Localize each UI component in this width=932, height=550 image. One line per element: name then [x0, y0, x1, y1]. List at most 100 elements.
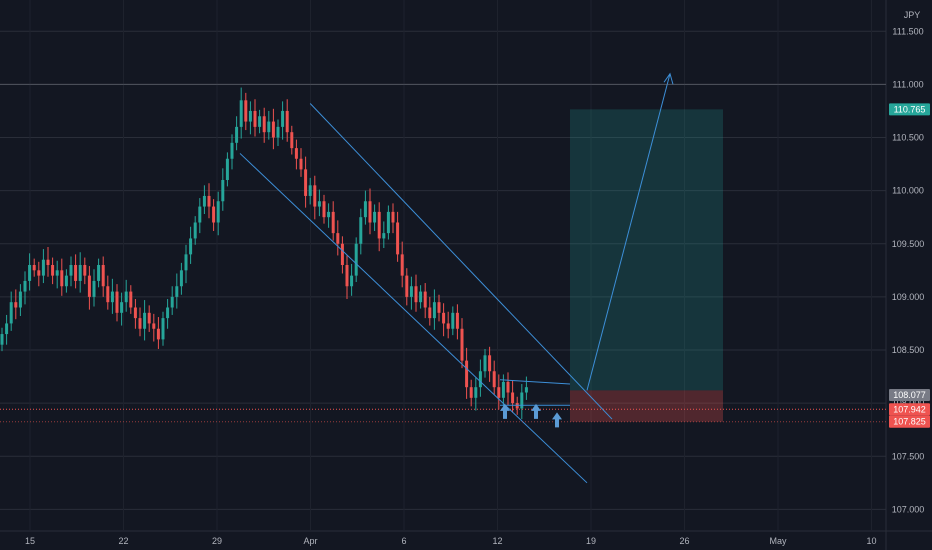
candle-body: [0, 334, 4, 345]
candle-body: [317, 201, 321, 207]
annotations: [0, 72, 886, 484]
breakout-arrow-head: [663, 72, 674, 85]
candle-body: [156, 328, 160, 340]
candle-body: [184, 254, 188, 271]
y-tick-label: 111.500: [892, 26, 923, 36]
candle-body: [363, 201, 367, 218]
candle-body: [235, 126, 239, 143]
candle-body: [488, 355, 492, 372]
candle-body: [267, 121, 271, 133]
candle-body: [327, 211, 331, 218]
candle-body: [465, 360, 469, 388]
candle-body: [23, 280, 27, 292]
candle-body: [313, 185, 317, 207]
candle-body: [216, 201, 220, 223]
candle-body: [161, 318, 165, 340]
candle-body: [442, 312, 446, 324]
candle-body: [83, 265, 87, 276]
price-tag: 107.825: [889, 415, 930, 428]
candle-body: [276, 126, 280, 138]
candle-body: [506, 381, 510, 393]
candle-body: [189, 238, 193, 255]
candle-body: [9, 302, 13, 324]
y-tick-label: 107.000: [892, 504, 925, 514]
candle-body: [179, 270, 183, 287]
candle-body: [460, 328, 464, 361]
candle-body: [446, 323, 450, 329]
candle-body: [198, 206, 202, 223]
candle-body: [391, 211, 395, 223]
candle-body: [110, 291, 114, 303]
candle-body: [336, 233, 340, 244]
candle-body: [170, 296, 174, 308]
candle-body: [308, 185, 312, 196]
candle-body: [46, 259, 50, 265]
candle-body: [193, 222, 197, 239]
candle-body: [212, 206, 216, 223]
candle-body: [87, 275, 91, 297]
price-tag-label: 110.765: [894, 104, 926, 114]
candle-body: [97, 265, 101, 281]
candle-body: [350, 275, 354, 287]
candle-body: [409, 286, 413, 297]
x-tick-label: Apr: [303, 536, 317, 546]
y-tick-label: 109.000: [892, 292, 925, 302]
x-tick-label: 6: [401, 536, 406, 546]
candle-body: [244, 100, 248, 122]
x-tick-label: 22: [118, 536, 128, 546]
candle-body: [258, 116, 262, 127]
candle-body: [143, 312, 147, 329]
candle-body: [359, 217, 363, 244]
candle-body: [396, 222, 400, 255]
candle-body: [253, 110, 257, 127]
candle-body: [285, 110, 289, 133]
candle-body: [106, 286, 110, 303]
channel-upper-line: [309, 103, 613, 420]
candle-body: [147, 312, 151, 324]
candle-body: [501, 381, 505, 398]
candle-body: [262, 116, 266, 133]
candle-body: [474, 387, 478, 398]
candle-body: [492, 371, 496, 388]
y-tick-label: 111.000: [892, 79, 923, 89]
candle-body: [124, 291, 128, 303]
candle-body: [400, 254, 404, 276]
candle-body: [32, 265, 36, 271]
candle-body: [37, 270, 41, 276]
candle-body: [520, 392, 524, 409]
candle-body: [271, 121, 275, 138]
candle-body: [14, 302, 18, 308]
candle-body: [18, 291, 22, 308]
channel-lower-line: [239, 153, 588, 484]
candle-body: [225, 158, 229, 180]
x-tick-label: 29: [212, 536, 222, 546]
y-tick-label: 109.500: [892, 239, 925, 249]
candle-body: [51, 265, 55, 276]
candle-body: [511, 392, 515, 404]
candle-body: [405, 275, 409, 297]
candle-body: [340, 243, 344, 265]
zones: [570, 109, 723, 422]
candle-body: [386, 211, 390, 234]
candle-body: [281, 110, 285, 127]
up-arrow-marker: [531, 403, 541, 419]
candle-body: [455, 312, 459, 329]
candle-body: [152, 323, 156, 329]
candle-body: [74, 265, 78, 281]
candle-body: [483, 355, 487, 372]
candle-body: [414, 286, 418, 303]
candle-body: [373, 211, 377, 223]
candle-body: [64, 275, 68, 287]
y-tick-label: 107.500: [892, 451, 925, 461]
candle-body: [377, 211, 381, 239]
up-arrow-marker: [552, 412, 562, 428]
candle-body: [345, 265, 349, 287]
candle-body: [239, 100, 243, 127]
candle-body: [69, 265, 73, 276]
candle-body: [299, 158, 303, 170]
breakout-arrow-line: [586, 73, 671, 391]
candle-body: [497, 387, 501, 398]
candle-body: [382, 233, 386, 239]
